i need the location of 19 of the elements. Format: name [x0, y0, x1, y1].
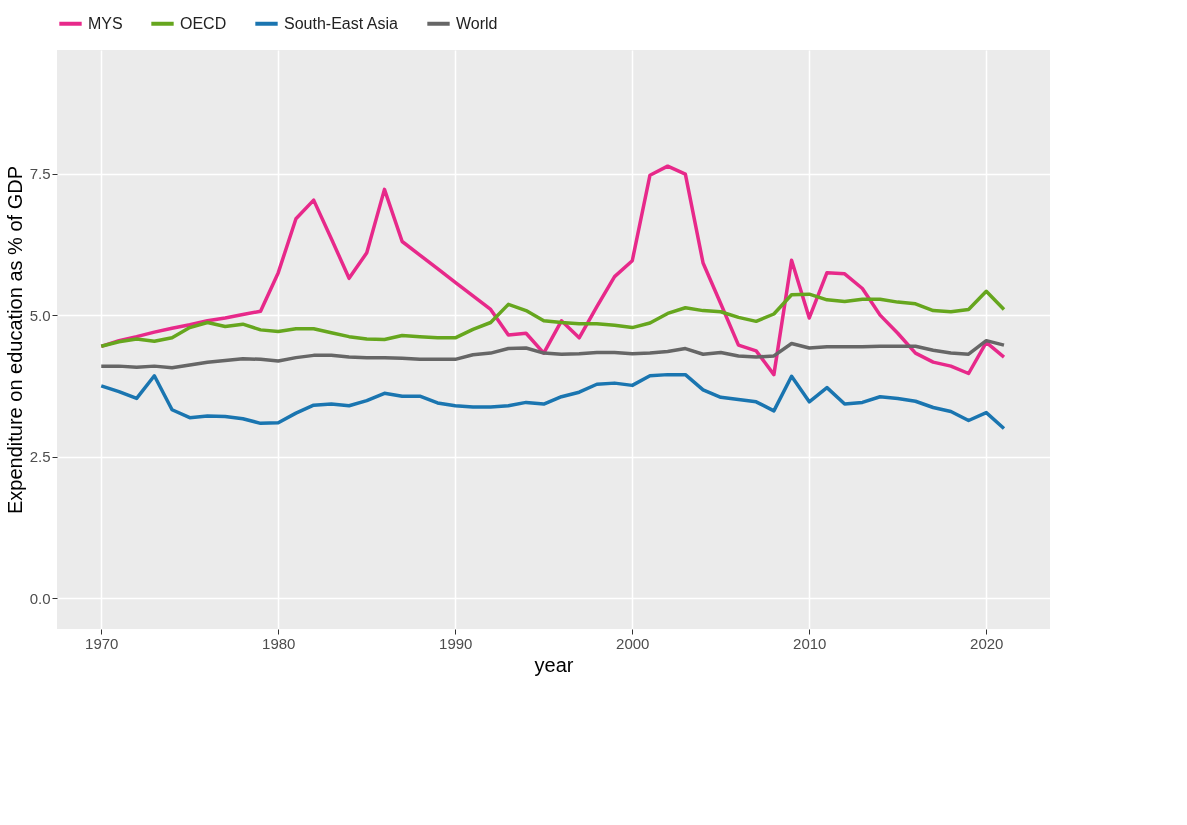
x-tick-label: 2020 [970, 634, 1004, 652]
x-tick-label: 1980 [262, 634, 296, 652]
y-tick-label: 7.5 [29, 165, 51, 182]
y-tick-label: 0.0 [29, 589, 51, 607]
y-tick-label: 2.5 [29, 448, 51, 466]
y-axis-title: Expenditure on education as % of GDP [3, 166, 26, 514]
line-series [99, 372, 1006, 431]
legend-label: South-East Asia [284, 14, 398, 32]
line-series [99, 289, 1006, 349]
x-tick-label: 2010 [793, 634, 827, 652]
line-series [99, 338, 1006, 370]
x-tick-label: 1990 [439, 634, 473, 652]
legend-label: MYS [88, 14, 123, 32]
x-axis-title: year [534, 653, 574, 676]
x-tick-label: 1970 [85, 634, 119, 652]
legend-label: OECD [180, 14, 227, 32]
y-tick-label: 5.0 [29, 306, 51, 324]
x-tick-label: 2000 [616, 634, 650, 652]
legend-label: World [456, 14, 498, 32]
